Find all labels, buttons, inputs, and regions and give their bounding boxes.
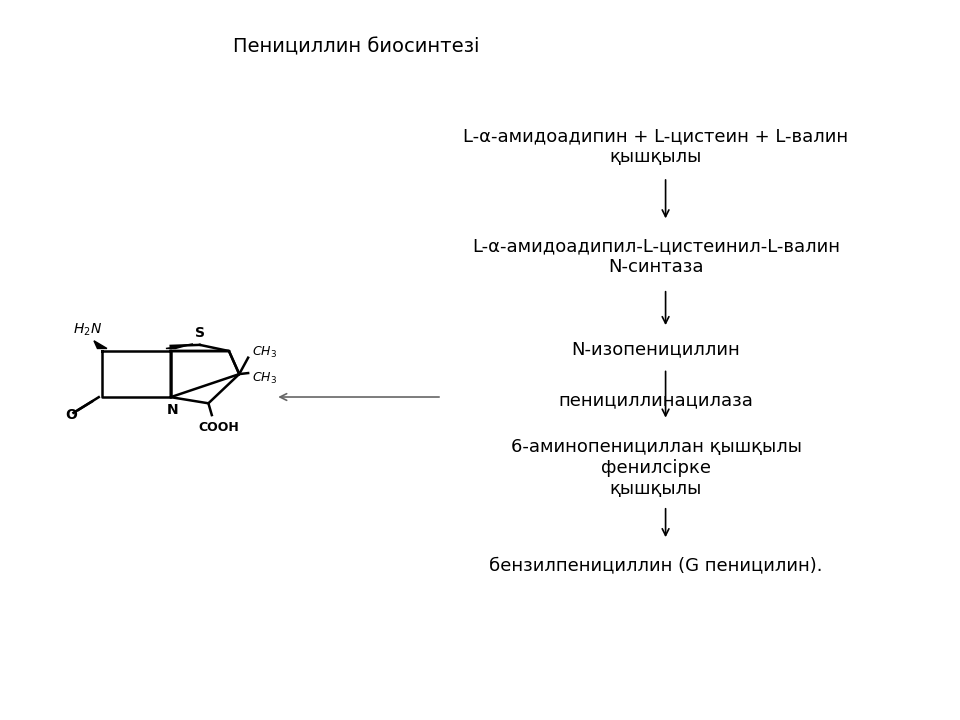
Text: Пенициллин биосинтезі: Пенициллин биосинтезі — [233, 37, 480, 56]
Text: N: N — [166, 403, 178, 418]
Text: O: O — [65, 408, 78, 422]
Text: S: S — [195, 325, 204, 340]
Text: бензилпенициллин (G пеницилин).: бензилпенициллин (G пеницилин). — [490, 556, 823, 574]
Text: 6-аминопенициллан қышқылы
фенилсірке
қышқылы: 6-аминопенициллан қышқылы фенилсірке қыш… — [511, 438, 802, 498]
Text: пенициллинацилаза: пенициллинацилаза — [559, 392, 754, 410]
Text: COOH: COOH — [199, 421, 239, 434]
Text: L-α-амидоадипил-L-цистеинил-L-валин
N-синтаза: L-α-амидоадипил-L-цистеинил-L-валин N-си… — [472, 238, 840, 276]
Text: $CH_3$: $CH_3$ — [252, 345, 276, 360]
Polygon shape — [94, 341, 107, 348]
Text: N-изопенициллин: N-изопенициллин — [572, 341, 740, 359]
Text: $H_2N$: $H_2N$ — [73, 322, 102, 338]
Text: L-α-амидоадипин + L-цистеин + L-валин
қышқылы: L-α-амидоадипин + L-цистеин + L-валин қы… — [464, 127, 849, 166]
Text: $CH_3$: $CH_3$ — [252, 371, 276, 386]
Polygon shape — [166, 344, 193, 348]
